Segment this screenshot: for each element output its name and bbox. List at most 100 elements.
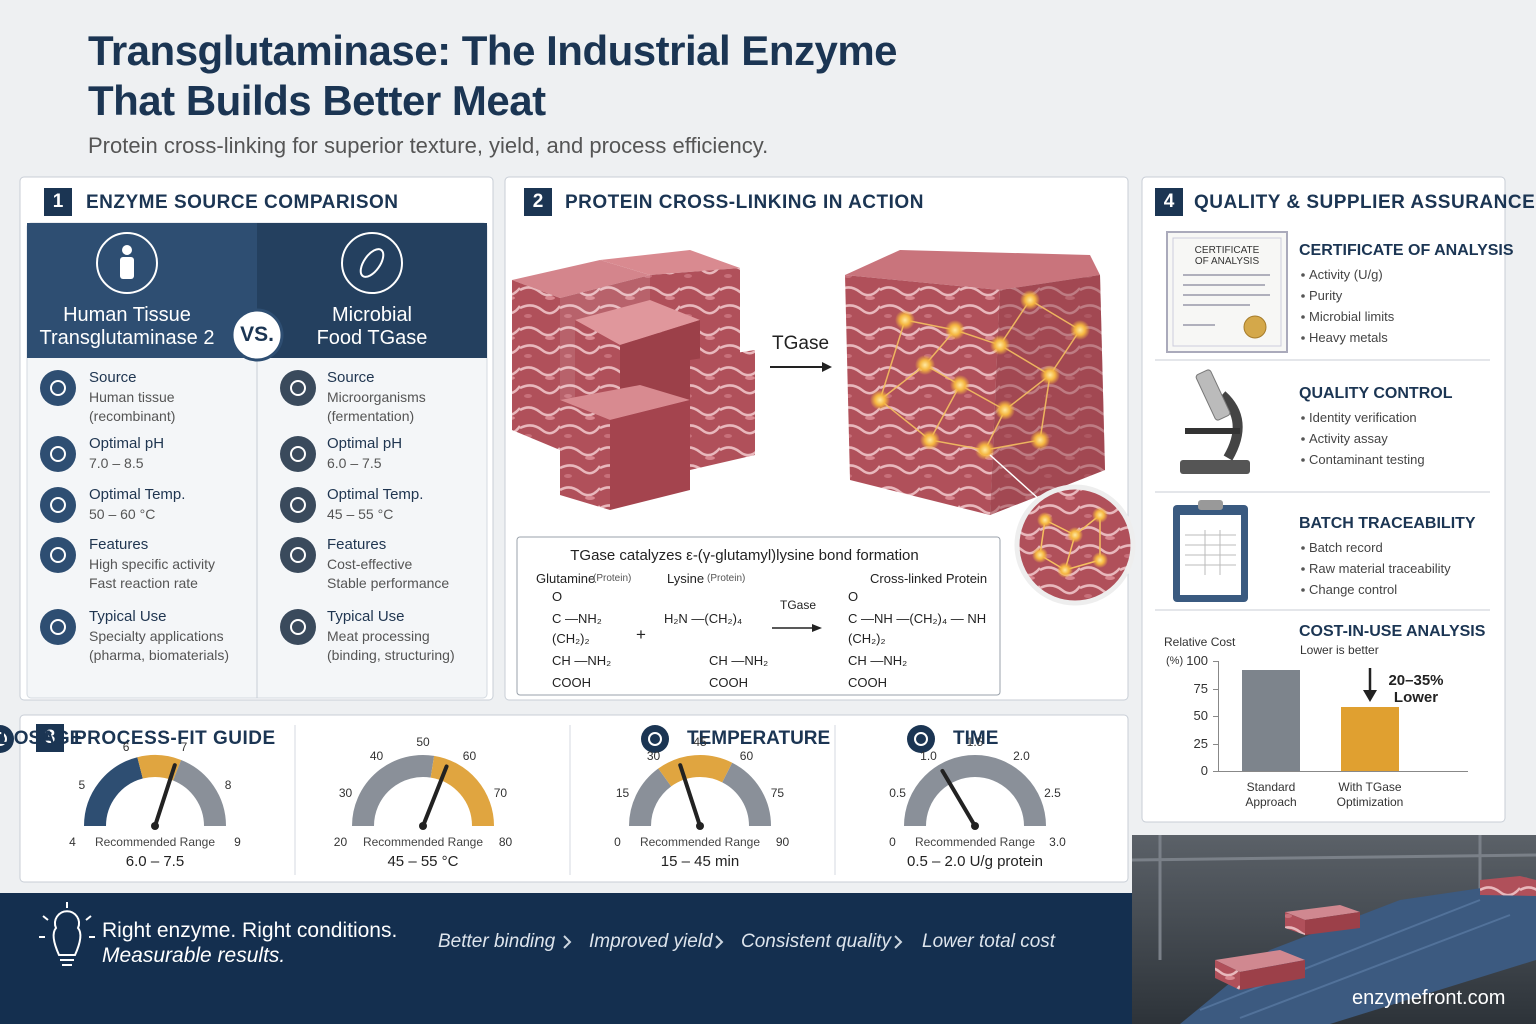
gauge-tick-label: 8 [224, 777, 232, 792]
row-text: 50 – 60 °C [89, 506, 156, 522]
annotation: Lower [1393, 689, 1439, 706]
gauge-icon [641, 725, 669, 753]
gauge-arc [352, 755, 435, 827]
bullet-text: Batch record [1309, 540, 1383, 555]
benefit-step: Improved yield [589, 931, 713, 952]
gauge-arc [721, 762, 771, 827]
gauge-tick-label: 60 [462, 749, 477, 764]
gauge-tick-label: 5 [78, 777, 86, 792]
y-tick-label: 25 [1193, 735, 1208, 751]
row-icon [280, 487, 316, 523]
section-number: 1 [44, 188, 72, 216]
row-icon [40, 609, 76, 645]
gauge-needle [421, 764, 449, 828]
row-icon-inner [290, 547, 306, 563]
axis-unit: (%) [1166, 655, 1184, 667]
item-title: BATCH TRACEABILITY [1299, 515, 1476, 532]
range-value: 45 – 55 °C [387, 853, 459, 870]
row-text: (fermentation) [327, 408, 415, 424]
gauge-hub [151, 822, 159, 830]
gauge-tick-label: 45 [693, 735, 707, 749]
gauge-tick-label: 0.5 [889, 786, 906, 801]
gauge-arc [658, 755, 733, 787]
formula: C —NH₂ [552, 611, 602, 626]
formula: CH —NH₂ [848, 653, 908, 668]
gauge-icon-inner [914, 732, 928, 746]
row-text: 7.0 – 8.5 [89, 455, 144, 471]
column-name: Food TGase [316, 327, 428, 349]
row-text: Meat processing [327, 628, 430, 644]
gauge-tick-label: 2.0 [1013, 749, 1030, 764]
benefit-step: Better binding [438, 931, 556, 952]
gauge-tick-label: 90 [775, 834, 790, 849]
molecule-note: (Protein) [707, 573, 746, 584]
row-icon [280, 609, 316, 645]
bullet-text: Microbial limits [1309, 309, 1395, 324]
section-title: ENZYME SOURCE COMPARISON [86, 192, 399, 213]
gauge-tick-label: 30 [646, 749, 661, 764]
bullet [1301, 437, 1305, 441]
gauge-needle [678, 763, 702, 828]
molecule-note: (Protein) [593, 573, 632, 584]
row-text: Microorganisms [327, 389, 426, 405]
bullet [1301, 588, 1305, 592]
row-label: Typical Use [327, 608, 405, 625]
gauge-tick-label: 30 [338, 786, 353, 801]
row-label: Source [89, 369, 137, 386]
formula: (CH₂)₂ [552, 631, 590, 646]
formula: H₂N —(CH₂)₄ [664, 611, 743, 626]
subtitle: Protein cross-linking for superior textu… [88, 133, 769, 158]
item-title: CERTIFICATE OF ANALYSIS [1299, 242, 1514, 259]
row-text: (binding, structuring) [327, 647, 455, 663]
gauge-title: TEMPERATURE [687, 728, 831, 749]
bar [1341, 707, 1399, 771]
bullet-text: Heavy metals [1309, 330, 1388, 345]
tagline: Measurable results. [102, 944, 286, 967]
gauge-tick-label: 9 [234, 834, 241, 849]
gauge-tick-label: 0 [614, 834, 621, 849]
row-icon [280, 370, 316, 406]
gauge-title: DOSAGE [0, 728, 83, 749]
certificate-text: OF ANALYSIS [1194, 256, 1260, 267]
gauge-needle [940, 768, 977, 828]
bullet [1301, 416, 1305, 420]
website: enzymefront.com [1352, 987, 1506, 1009]
row-icon-inner [290, 380, 306, 396]
gauge-hub [419, 822, 427, 830]
row-icon-inner [50, 497, 66, 513]
bullet-text: Contaminant testing [1309, 452, 1425, 467]
row-icon-inner [50, 380, 66, 396]
formula: (CH₂)₂ [848, 631, 886, 646]
tick-mark [1213, 688, 1218, 690]
benefit-step: Lower total cost [922, 931, 1056, 952]
bullet [1301, 294, 1305, 298]
column-name: Human Tissue [63, 304, 191, 326]
gauge-icon-inner [0, 732, 7, 746]
bullet [1301, 567, 1305, 571]
gauge-tick-label: 1.0 [920, 749, 937, 764]
title: That Builds Better Meat [88, 77, 546, 124]
molecule-name: Cross-linked Protein [870, 571, 988, 586]
gauge-arc [430, 755, 494, 827]
gauge-tick-label: 2.5 [1044, 786, 1061, 801]
row-text: High specific activity [89, 556, 216, 572]
gauge-tick-label: 7 [180, 740, 188, 755]
bullet [1301, 458, 1305, 462]
section-title: PROTEIN CROSS-LINKING IN ACTION [565, 192, 924, 213]
axis-line [1218, 771, 1468, 772]
chart-subtitle: Lower is better [1300, 643, 1379, 657]
gauge-tick-label: 40 [369, 749, 384, 764]
row-icon-inner [290, 619, 306, 635]
gauge-tick-label: 50 [416, 735, 430, 749]
row-icon [40, 487, 76, 523]
bullet-text: Raw material traceability [1309, 561, 1451, 576]
row-icon [40, 436, 76, 472]
row-text: Fast reaction rate [89, 575, 198, 591]
y-tick-label: 50 [1193, 708, 1208, 723]
gauge-tick-label: 70 [493, 786, 508, 801]
chart-title: COST-IN-USE ANALYSIS [1299, 623, 1486, 640]
formula: O [848, 589, 859, 604]
bullet-text: Purity [1309, 288, 1343, 303]
row-icon-inner [290, 497, 306, 513]
